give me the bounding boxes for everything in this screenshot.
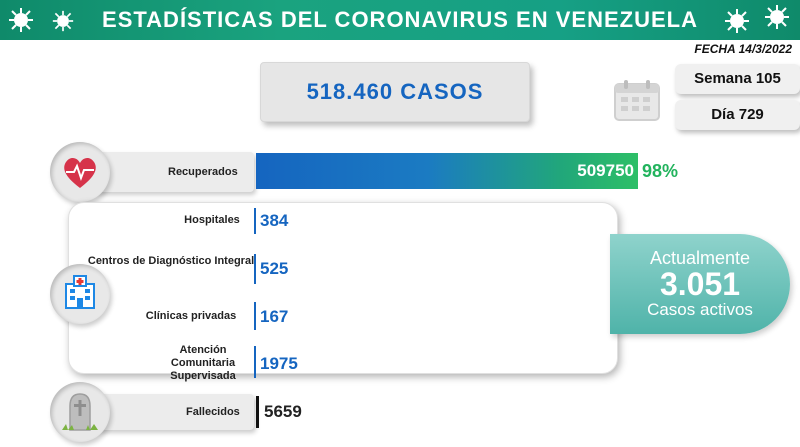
cdi-label: Centros de Diagnóstico Integral <box>87 255 255 267</box>
cdi-value: 525 <box>260 259 289 278</box>
active-cases-card <box>610 234 790 334</box>
deaths-separator <box>256 396 259 428</box>
row-separator <box>254 346 256 378</box>
recovered-bar <box>256 153 638 189</box>
heart-pulse-icon <box>64 157 96 188</box>
hospitals-label: Hospitales <box>184 214 240 226</box>
hospital-icon-circle <box>50 264 110 324</box>
deaths-value: 5659 <box>264 402 302 421</box>
deaths-label: Fallecidos <box>186 406 240 418</box>
virus-icon <box>9 8 33 32</box>
hospitals-value: 384 <box>260 211 289 230</box>
private-clinics-value: 167 <box>260 307 289 326</box>
page-title: ESTADÍSTICAS DEL CORONAVIRUS EN VENEZUEL… <box>102 7 698 32</box>
week-badge: Semana 105 <box>675 64 800 94</box>
virus-icon <box>52 10 74 32</box>
recovered-value: 509750 <box>577 161 634 180</box>
active-cases-subtitle: Casos activos <box>647 300 753 319</box>
calendar-icon <box>614 80 660 121</box>
row-separator <box>254 254 256 284</box>
active-cases-number: 3.051 <box>659 266 741 302</box>
row-separator <box>254 302 256 330</box>
day-badge: Día 729 <box>675 100 800 130</box>
virus-icon <box>725 9 749 33</box>
total-cases-label: 518.460 CASOS <box>306 79 484 104</box>
total-cases-card: 518.460 CASOS <box>260 62 530 122</box>
row-separator <box>254 208 256 234</box>
tombstone-icon <box>62 393 98 431</box>
recovered-icon-circle <box>50 142 110 202</box>
private-clinics-label: Clínicas privadas <box>145 310 237 322</box>
recovered-percent: 98% <box>642 161 679 181</box>
community-care-label: Atención Comunitaria Supervisada <box>170 344 236 382</box>
report-date: FECHA 14/3/2022 <box>694 42 792 56</box>
recovered-label: Recuperados <box>168 166 238 178</box>
virus-icon <box>765 5 789 29</box>
hospitalization-panel <box>68 202 618 374</box>
header-bar <box>0 0 800 40</box>
active-cases-caption: Actualmente <box>649 248 751 268</box>
community-care-value: 1975 <box>260 354 298 373</box>
hospital-icon <box>65 275 95 309</box>
deaths-icon-circle <box>50 382 110 442</box>
